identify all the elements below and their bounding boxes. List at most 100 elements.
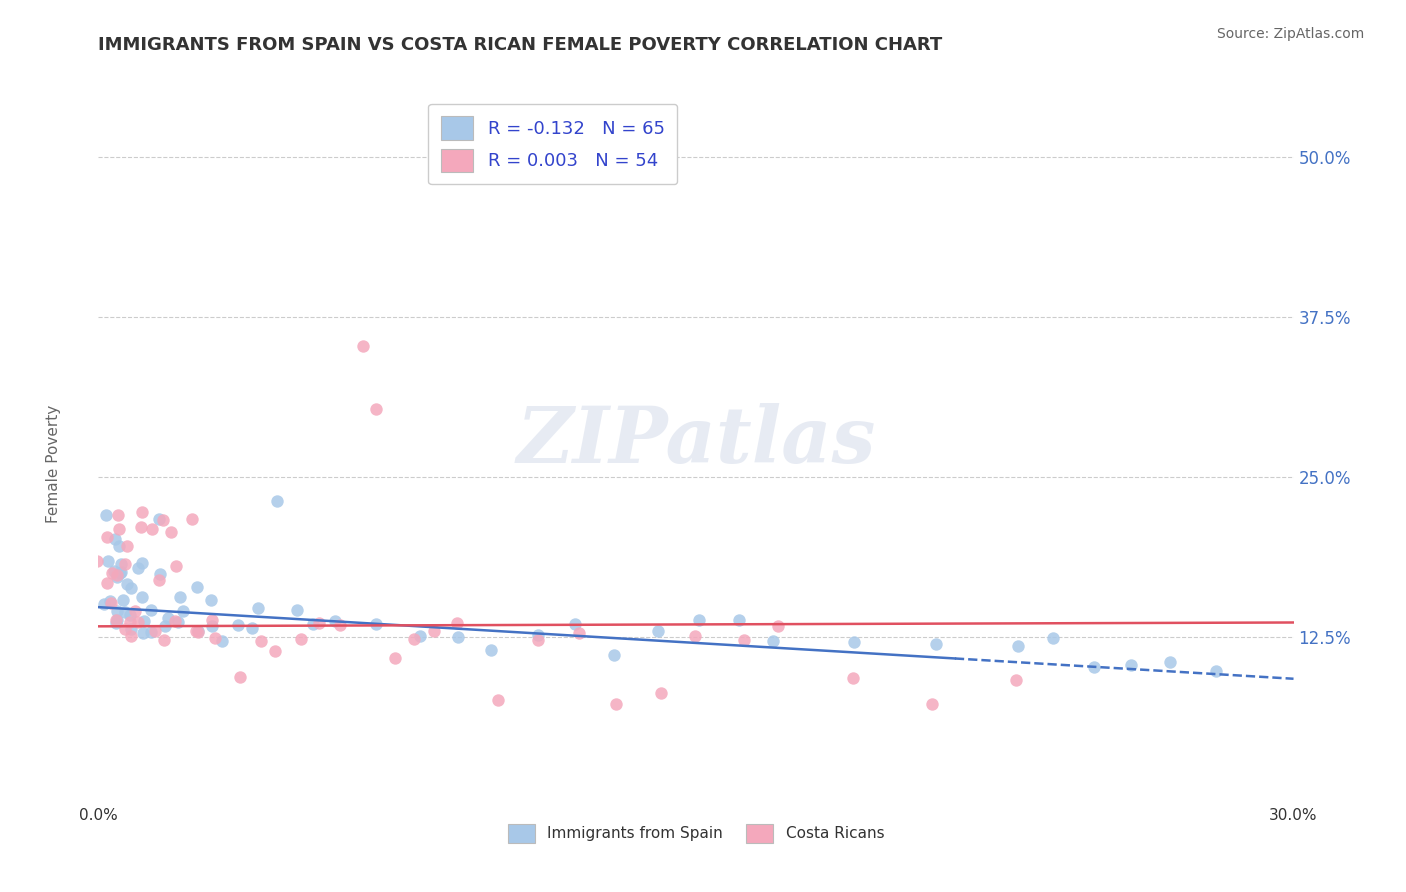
- Point: [352, 338, 374, 352]
- Point: [148, 573, 170, 587]
- Point: [110, 565, 132, 579]
- Text: Source: ZipAtlas.com: Source: ZipAtlas.com: [1216, 27, 1364, 41]
- Point: [285, 602, 308, 616]
- Point: [131, 505, 153, 519]
- Point: [228, 617, 250, 632]
- Point: [264, 643, 287, 657]
- Point: [187, 624, 209, 638]
- Point: [105, 604, 128, 618]
- Point: [384, 650, 406, 665]
- Point: [131, 590, 153, 604]
- Point: [308, 616, 330, 631]
- Point: [211, 633, 233, 648]
- Point: [153, 633, 176, 648]
- Point: [148, 511, 170, 525]
- Point: [139, 603, 162, 617]
- Point: [107, 508, 129, 522]
- Point: [152, 513, 174, 527]
- Point: [564, 616, 586, 631]
- Point: [603, 648, 626, 663]
- Text: Female Poverty: Female Poverty: [46, 405, 60, 523]
- Point: [100, 595, 122, 609]
- Point: [108, 539, 131, 553]
- Point: [134, 614, 156, 628]
- Point: [104, 532, 127, 546]
- Point: [650, 686, 672, 700]
- Point: [688, 613, 710, 627]
- Point: [108, 522, 131, 536]
- Point: [120, 629, 142, 643]
- Point: [103, 564, 125, 578]
- Point: [1119, 658, 1142, 673]
- Point: [131, 556, 153, 570]
- Point: [766, 618, 789, 632]
- Point: [841, 671, 863, 685]
- Point: [114, 622, 136, 636]
- Point: [605, 697, 627, 711]
- Point: [409, 629, 432, 643]
- Point: [1005, 673, 1028, 688]
- Point: [105, 570, 128, 584]
- Point: [1159, 655, 1181, 669]
- Point: [323, 614, 346, 628]
- Point: [647, 624, 669, 638]
- Point: [101, 566, 124, 580]
- Point: [120, 581, 142, 595]
- Point: [160, 524, 183, 539]
- Point: [127, 615, 149, 629]
- Point: [169, 590, 191, 604]
- Point: [97, 554, 120, 568]
- Point: [120, 622, 142, 636]
- Point: [143, 624, 166, 639]
- Point: [247, 600, 270, 615]
- Point: [115, 576, 138, 591]
- Point: [120, 615, 142, 629]
- Point: [250, 633, 273, 648]
- Point: [96, 530, 118, 544]
- Point: [186, 580, 208, 594]
- Point: [447, 630, 470, 644]
- Point: [921, 698, 943, 712]
- Point: [155, 619, 177, 633]
- Point: [132, 625, 155, 640]
- Point: [105, 567, 128, 582]
- Point: [423, 624, 446, 638]
- Point: [844, 635, 866, 649]
- Point: [301, 617, 323, 632]
- Point: [165, 558, 187, 573]
- Point: [240, 621, 263, 635]
- Text: ZIPatlas: ZIPatlas: [516, 403, 876, 480]
- Point: [108, 566, 131, 581]
- Point: [86, 554, 108, 568]
- Point: [733, 632, 755, 647]
- Point: [141, 522, 163, 536]
- Point: [727, 613, 749, 627]
- Point: [683, 629, 706, 643]
- Point: [127, 561, 149, 575]
- Point: [129, 520, 152, 534]
- Point: [1083, 660, 1105, 674]
- Point: [110, 557, 132, 571]
- Point: [404, 632, 426, 646]
- Point: [229, 670, 252, 684]
- Point: [568, 626, 591, 640]
- Point: [762, 634, 785, 648]
- Point: [96, 576, 118, 591]
- Point: [201, 614, 224, 628]
- Point: [329, 617, 352, 632]
- Point: [163, 614, 186, 628]
- Point: [526, 628, 548, 642]
- Point: [200, 593, 222, 607]
- Point: [149, 567, 172, 582]
- Point: [98, 594, 121, 608]
- Point: [184, 624, 207, 638]
- Point: [364, 616, 387, 631]
- Point: [118, 608, 141, 623]
- Point: [187, 624, 209, 639]
- Point: [105, 613, 128, 627]
- Point: [1042, 631, 1064, 645]
- Point: [167, 615, 190, 630]
- Point: [925, 637, 948, 651]
- Point: [479, 643, 502, 657]
- Legend: Immigrants from Spain, Costa Ricans: Immigrants from Spain, Costa Ricans: [502, 817, 890, 849]
